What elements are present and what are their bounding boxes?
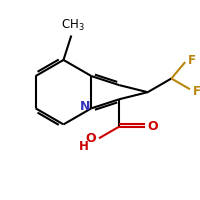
Text: F: F <box>188 54 196 67</box>
Text: N: N <box>80 100 91 113</box>
Text: F: F <box>193 85 200 98</box>
Text: O: O <box>147 120 158 133</box>
Text: H: H <box>78 140 88 153</box>
Text: CH$_3$: CH$_3$ <box>61 18 85 33</box>
Text: O: O <box>86 132 96 145</box>
